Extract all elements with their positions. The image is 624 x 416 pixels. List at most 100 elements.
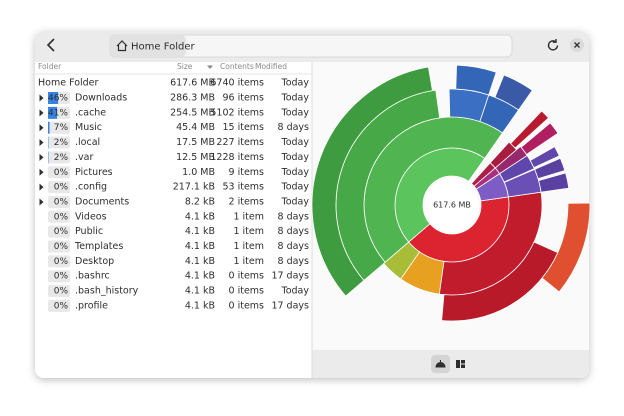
folder-contents: 53 items bbox=[222, 182, 264, 193]
sunburst-chart bbox=[311, 64, 591, 322]
folder-table: Folder Size Contents Modified Home Folde… bbox=[35, 62, 312, 312]
percent-box bbox=[48, 166, 70, 179]
folder-size: 4.1 kB bbox=[185, 226, 215, 237]
folder-name[interactable]: Pictures bbox=[75, 167, 113, 178]
sunburst-subsegment[interactable] bbox=[455, 64, 497, 96]
folder-contents: 0 items bbox=[229, 300, 265, 311]
sunburst-subsegment[interactable] bbox=[400, 251, 445, 295]
folder-name[interactable]: Documents bbox=[75, 196, 129, 207]
folder-name[interactable]: Desktop bbox=[75, 256, 114, 267]
percent-label: 0% bbox=[54, 301, 69, 311]
folder-size: 8.2 kB bbox=[185, 196, 215, 207]
close-icon bbox=[574, 42, 580, 48]
folder-name[interactable]: Downloads bbox=[75, 93, 127, 104]
folder-size: 4.1 kB bbox=[185, 300, 215, 311]
sunburst-subsegment[interactable] bbox=[441, 241, 559, 322]
percent-bar bbox=[48, 121, 50, 134]
folder-modified: Today bbox=[281, 93, 310, 104]
sunburst-subsegment[interactable] bbox=[529, 146, 560, 169]
percent-box bbox=[48, 240, 70, 253]
sunburst-subsegment[interactable] bbox=[494, 74, 533, 111]
folder-name[interactable]: .cache bbox=[75, 107, 106, 118]
percent-label: 0% bbox=[54, 242, 69, 252]
folder-name[interactable]: .var bbox=[75, 152, 93, 163]
folder-name[interactable]: Templates bbox=[74, 241, 123, 252]
sunburst-subsegment[interactable] bbox=[534, 157, 566, 180]
folder-modified: Today bbox=[281, 167, 310, 178]
expander[interactable] bbox=[39, 109, 44, 117]
folder-modified: Today bbox=[281, 182, 310, 193]
sunburst-subsegment[interactable] bbox=[520, 122, 559, 156]
folder-contents: 1 item bbox=[233, 241, 264, 252]
expander[interactable] bbox=[39, 153, 44, 161]
folder-name[interactable]: .bash_history bbox=[75, 286, 139, 297]
percent-label: 41% bbox=[48, 108, 68, 118]
back-button[interactable] bbox=[46, 38, 55, 52]
expander[interactable] bbox=[39, 198, 44, 206]
percent-box bbox=[48, 225, 70, 238]
path-button[interactable] bbox=[110, 35, 186, 57]
folder-name[interactable]: .local bbox=[75, 137, 100, 148]
percent-label: 0% bbox=[54, 287, 69, 297]
folder-contents: 1 item bbox=[233, 211, 264, 222]
folder-modified: 17 days bbox=[271, 271, 309, 282]
percent-label: 0% bbox=[54, 257, 69, 267]
sunburst-subsegment[interactable] bbox=[438, 191, 543, 296]
column-header[interactable]: Modified bbox=[255, 62, 287, 71]
folder-modified: Today bbox=[281, 107, 310, 118]
folder-modified: Today bbox=[281, 152, 310, 163]
sunburst-subsegment[interactable] bbox=[383, 241, 421, 280]
folder-size: 4.1 kB bbox=[185, 286, 215, 297]
percent-bar bbox=[48, 92, 59, 104]
percent-label: 0% bbox=[54, 197, 69, 207]
sunburst-subsegment[interactable] bbox=[311, 66, 433, 297]
percent-box bbox=[48, 285, 70, 298]
folder-modified: Today bbox=[281, 196, 310, 207]
folder-contents: 1228 items bbox=[210, 152, 264, 163]
folder-contents: 0 items bbox=[229, 271, 265, 282]
folder-name[interactable]: Music bbox=[75, 122, 102, 133]
folder-name[interactable]: .config bbox=[75, 182, 107, 193]
location-title: Home Folder bbox=[131, 42, 196, 53]
root-name[interactable]: Home Folder bbox=[38, 78, 99, 89]
folder-size: 1.0 MB bbox=[182, 167, 215, 178]
sunburst-subsegment[interactable] bbox=[510, 110, 550, 149]
folder-modified: 8 days bbox=[278, 256, 310, 267]
folder-name[interactable]: Videos bbox=[75, 211, 107, 222]
folder-modified: 17 days bbox=[271, 300, 309, 311]
expander[interactable] bbox=[39, 139, 44, 147]
percent-label: 46% bbox=[48, 94, 68, 104]
sunburst-subsegment[interactable] bbox=[538, 172, 570, 193]
percent-box bbox=[48, 255, 70, 268]
sunburst-subsegment[interactable] bbox=[541, 202, 591, 293]
folder-name[interactable]: .profile bbox=[75, 300, 108, 311]
folder-size: 217.1 kB bbox=[173, 182, 215, 193]
center-label: 617.6 MB bbox=[433, 201, 471, 210]
sort-arrow bbox=[207, 65, 213, 69]
sunburst-subsegment[interactable] bbox=[499, 154, 535, 183]
sunburst-center[interactable] bbox=[425, 178, 479, 232]
column-header[interactable]: Folder bbox=[38, 62, 62, 71]
folder-contents: 1 item bbox=[233, 256, 264, 267]
folder-contents: 2 items bbox=[229, 196, 265, 207]
folder-size: 12.5 MB bbox=[176, 152, 215, 163]
expander[interactable] bbox=[39, 94, 44, 102]
folder-contents: 5102 items bbox=[210, 107, 264, 118]
reload-button[interactable] bbox=[547, 39, 559, 51]
folder-name[interactable]: .bashrc bbox=[75, 271, 110, 282]
folder-name[interactable]: Public bbox=[75, 226, 103, 237]
folder-size: 4.1 kB bbox=[185, 211, 215, 222]
expander[interactable] bbox=[39, 168, 44, 176]
folder-size: 4.1 kB bbox=[185, 241, 215, 252]
percent-label: 0% bbox=[54, 272, 69, 282]
percent-label: 0% bbox=[54, 168, 69, 178]
percent-label: 0% bbox=[54, 183, 69, 193]
folder-modified: Today bbox=[281, 286, 310, 297]
percent-box bbox=[48, 270, 70, 283]
percent-bar bbox=[48, 106, 58, 119]
column-header[interactable]: Size bbox=[177, 62, 193, 71]
column-header[interactable]: Contents bbox=[220, 62, 254, 71]
expander[interactable] bbox=[39, 183, 44, 191]
expander[interactable] bbox=[39, 124, 44, 132]
